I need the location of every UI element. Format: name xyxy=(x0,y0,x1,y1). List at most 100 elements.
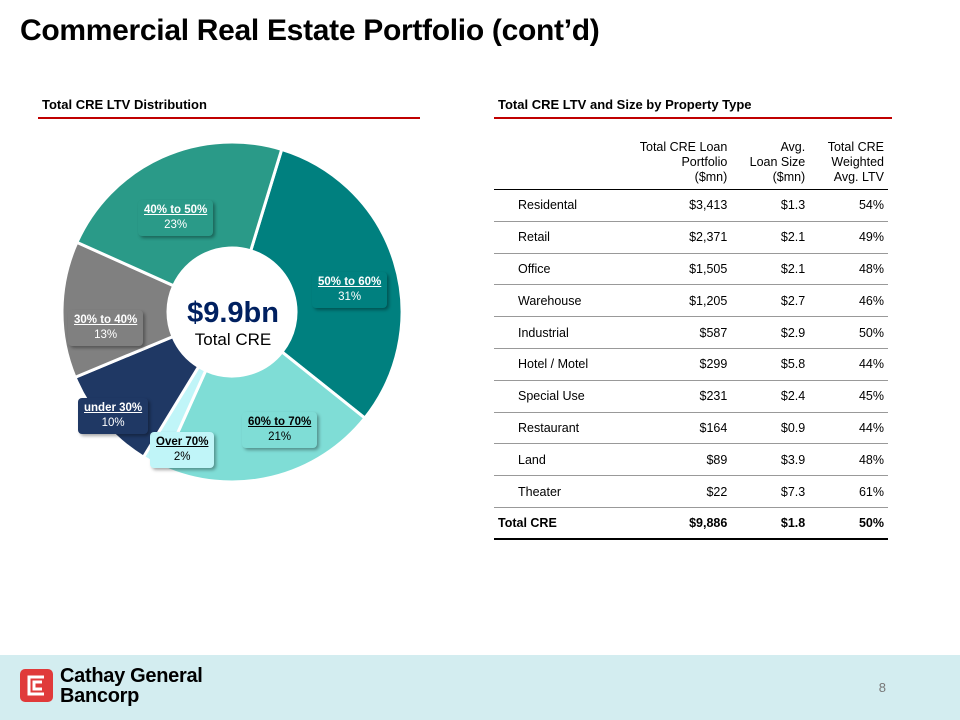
table-cell: $9,886 xyxy=(614,507,732,541)
table-cell: Theater xyxy=(494,475,615,508)
table-cell: $7.3 xyxy=(731,475,810,508)
brand-line-1: Cathay General xyxy=(60,665,203,687)
table-cell: 61% xyxy=(809,475,888,508)
table-cell: 44% xyxy=(809,348,888,381)
table-cell: Hotel / Motel xyxy=(494,348,615,381)
table-row: Residental $3,413 $1.3 54% xyxy=(494,189,888,222)
slice-label-name: 60% to 70% xyxy=(248,416,312,428)
column-header-line: Total CRE xyxy=(827,140,884,154)
slice-label-value: 13% xyxy=(94,329,118,341)
table-cell: 45% xyxy=(809,380,888,413)
slice-label-value: 23% xyxy=(164,219,188,231)
table-cell: $2.7 xyxy=(731,284,810,318)
slice-label-value: 10% xyxy=(101,417,125,429)
table-cell: $2.9 xyxy=(731,316,810,349)
column-header-line: Total CRE Loan xyxy=(639,140,728,154)
column-header-line: ($mn) xyxy=(772,170,806,184)
column-header: Avg. Loan Size ($mn) xyxy=(731,138,810,190)
page-title: Commercial Real Estate Portfolio (cont’d… xyxy=(20,14,600,47)
table-cell: 54% xyxy=(809,189,888,222)
table-cell: Warehouse xyxy=(494,284,615,318)
table-cell: $231 xyxy=(614,380,732,413)
column-header xyxy=(494,138,615,190)
slice-label: 30% to 40% 13% xyxy=(68,310,144,346)
column-header-line: Weighted xyxy=(831,155,884,169)
table-row: Restaurant $164 $0.9 44% xyxy=(494,412,888,445)
table-cell: $2.4 xyxy=(731,380,810,413)
slice-label: 60% to 70% 21% xyxy=(242,412,318,448)
table-row: Theater $22 $7.3 61% xyxy=(494,475,888,508)
ltv-donut-chart xyxy=(60,140,404,484)
slice-label-name: 30% to 40% xyxy=(74,314,138,326)
table-cell: $1,205 xyxy=(614,284,732,318)
table-cell: $587 xyxy=(614,316,732,349)
table-cell: Office xyxy=(494,253,615,286)
slice-label: Over 70% 2% xyxy=(150,432,215,468)
table-cell: $89 xyxy=(614,443,732,477)
table-cell: $1.3 xyxy=(731,189,810,222)
table-cell: $164 xyxy=(614,412,732,445)
column-header-line: Avg. LTV xyxy=(833,170,884,184)
donut-center: $9.9bn Total CRE xyxy=(168,296,298,350)
slice-label: 50% to 60% 31% xyxy=(312,272,388,308)
center-value: $9.9bn xyxy=(187,297,279,329)
table-cell: $1,505 xyxy=(614,253,732,286)
table-cell: $2.1 xyxy=(731,253,810,286)
table-cell: 50% xyxy=(809,507,888,541)
table-cell: Industrial xyxy=(494,316,615,349)
table-cell: Restaurant xyxy=(494,412,615,445)
center-label: Total CRE xyxy=(194,330,272,349)
table-cell: Retail xyxy=(494,221,615,254)
table-cell: $5.8 xyxy=(731,348,810,381)
table-cell: Total CRE xyxy=(494,507,615,541)
slice-label-value: 31% xyxy=(338,291,362,303)
table-cell: $3,413 xyxy=(614,189,732,222)
column-header-line: Avg. xyxy=(780,140,806,154)
table-row: Special Use $231 $2.4 45% xyxy=(494,380,888,413)
slice-label: under 30% 10% xyxy=(78,398,149,434)
page-number: 8 xyxy=(878,680,886,695)
slice-label: 40% to 50% 23% xyxy=(138,200,214,236)
table-cell: 50% xyxy=(809,316,888,349)
table-cell: 49% xyxy=(809,221,888,254)
table-cell: Special Use xyxy=(494,380,615,413)
brand-name: Cathay General Bancorp xyxy=(60,666,203,706)
table-row: Industrial $587 $2.9 50% xyxy=(494,316,888,349)
table-cell: $3.9 xyxy=(731,443,810,477)
table-cell: $2,371 xyxy=(614,221,732,254)
slice-label-name: 40% to 50% xyxy=(144,204,208,216)
table-cell: $0.9 xyxy=(731,412,810,445)
table-cell: 48% xyxy=(809,443,888,477)
table-cell: 46% xyxy=(809,284,888,318)
column-header-line: ($mn) xyxy=(694,170,728,184)
table-cell: Residental xyxy=(494,189,615,222)
table-cell: 48% xyxy=(809,253,888,286)
table-header-row: Total CRE Loan Portfolio ($mn) Avg. Loan Siz… xyxy=(494,138,888,190)
table-cell: $1.8 xyxy=(731,507,810,541)
column-header-line: Portfolio xyxy=(681,155,728,169)
table-cell: 44% xyxy=(809,412,888,445)
table-row: Office $1,505 $2.1 48% xyxy=(494,253,888,286)
ltv-distribution-heading: Total CRE LTV Distribution xyxy=(38,97,420,119)
table-cell: $2.1 xyxy=(731,221,810,254)
donut-hole xyxy=(168,248,296,376)
column-header-line: Loan Size xyxy=(749,155,806,169)
column-header: Total CRE Loan Portfolio ($mn) xyxy=(614,138,732,190)
slice-label-name: 50% to 60% xyxy=(318,276,382,288)
table-row: Land $89 $3.9 48% xyxy=(494,443,888,477)
brand-line-2: Bancorp xyxy=(60,685,140,707)
table-cell: $22 xyxy=(614,475,732,508)
table-cell: Land xyxy=(494,443,615,477)
column-header: Total CRE Weighted Avg. LTV xyxy=(809,138,888,190)
slice-label-value: 21% xyxy=(268,431,292,443)
slice-label-name: Over 70% xyxy=(156,436,209,448)
property-type-table: Total CRE Loan Portfolio ($mn) Avg. Loan Siz… xyxy=(494,138,888,541)
slice-label-name: under 30% xyxy=(84,402,143,414)
table-row: Warehouse $1,205 $2.7 46% xyxy=(494,284,888,318)
table-row: Hotel / Motel $299 $5.8 44% xyxy=(494,348,888,381)
property-type-heading: Total CRE LTV and Size by Property Type xyxy=(494,97,892,119)
table-total-row: Total CRE $9,886 $1.8 50% xyxy=(494,507,888,541)
cathay-logo-icon xyxy=(20,669,53,702)
table-row: Retail $2,371 $2.1 49% xyxy=(494,221,888,254)
table-cell: $299 xyxy=(614,348,732,381)
